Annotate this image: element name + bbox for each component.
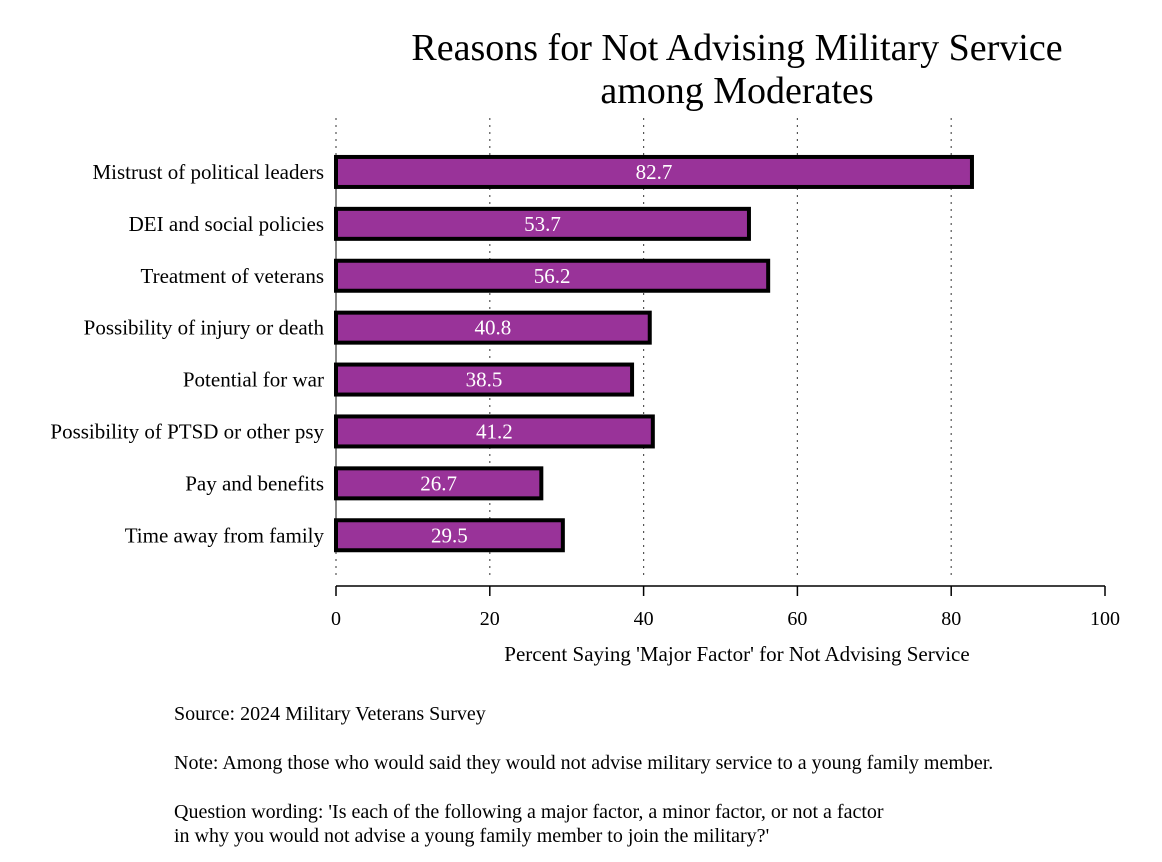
x-tick-label: 0 (331, 608, 341, 630)
category-label: Time away from family (125, 523, 325, 547)
bar (334, 206, 751, 241)
value-label: 29.5 (431, 523, 468, 547)
category-label: DEI and social policies (129, 212, 324, 236)
category-label: Possibility of injury or death (84, 316, 325, 340)
category-label: Mistrust of political leaders (92, 160, 324, 184)
bar (334, 518, 565, 553)
bar (334, 310, 652, 345)
bar (334, 362, 635, 397)
x-tick-label: 20 (480, 608, 500, 630)
value-label: 53.7 (524, 212, 561, 236)
category-label: Possibility of PTSD or other psy (50, 419, 324, 443)
value-label: 41.2 (476, 419, 513, 443)
bar (334, 154, 974, 189)
x-tick-label: 40 (634, 608, 654, 630)
value-label: 82.7 (636, 160, 673, 184)
source-note: Source: 2024 Military Veterans Survey (174, 703, 486, 725)
category-label: Potential for war (183, 368, 324, 392)
footnote: Note: Among those who would said they wo… (174, 752, 993, 774)
bar (334, 258, 771, 293)
category-label: Pay and benefits (185, 471, 324, 495)
value-label: 56.2 (534, 264, 571, 288)
bar (334, 466, 544, 501)
category-label: Treatment of veterans (140, 264, 324, 288)
value-label: 38.5 (466, 368, 503, 392)
x-tick-label: 100 (1090, 608, 1120, 630)
x-axis-label: Percent Saying 'Major Factor' for Not Ad… (504, 642, 969, 666)
question-wording-line1: Question wording: 'Is each of the follow… (174, 801, 884, 823)
value-label: 26.7 (420, 471, 457, 495)
x-tick-label: 80 (941, 608, 961, 630)
question-wording-line2: in why you would not advise a young fami… (174, 825, 769, 847)
chart-title-line2: among Moderates (600, 70, 873, 112)
x-tick-label: 60 (787, 608, 807, 630)
bar (334, 414, 655, 449)
value-label: 40.8 (475, 316, 512, 340)
chart-title-line1: Reasons for Not Advising Military Servic… (411, 27, 1062, 69)
